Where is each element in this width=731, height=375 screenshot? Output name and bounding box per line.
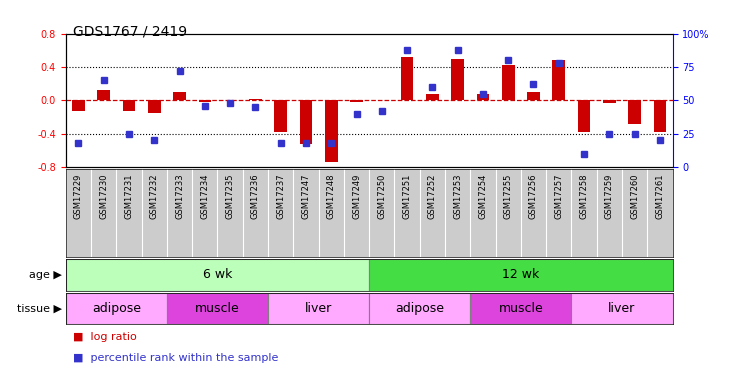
Text: GSM17229: GSM17229: [74, 173, 83, 219]
Text: tissue ▶: tissue ▶: [17, 303, 62, 313]
Bar: [572, 292, 673, 324]
Text: GSM17259: GSM17259: [605, 173, 614, 219]
Text: GSM17255: GSM17255: [504, 173, 512, 219]
Bar: [325, 100, 338, 162]
Bar: [66, 292, 167, 324]
Text: GSM17233: GSM17233: [175, 173, 184, 219]
Text: GSM17235: GSM17235: [226, 173, 235, 219]
Text: GSM17236: GSM17236: [251, 173, 260, 219]
Bar: [199, 100, 211, 102]
Text: age ▶: age ▶: [29, 270, 62, 280]
Text: GSM17231: GSM17231: [124, 173, 134, 219]
Bar: [300, 100, 312, 144]
Text: GSM17252: GSM17252: [428, 173, 437, 219]
Bar: [249, 99, 262, 100]
Bar: [654, 100, 666, 132]
Bar: [477, 94, 489, 100]
Text: GSM17256: GSM17256: [529, 173, 538, 219]
Bar: [123, 100, 135, 111]
Bar: [72, 100, 85, 111]
Text: GSM17251: GSM17251: [403, 173, 412, 219]
Bar: [173, 92, 186, 100]
Text: GSM17247: GSM17247: [301, 173, 311, 219]
Text: GSM17237: GSM17237: [276, 173, 285, 219]
Text: GSM17254: GSM17254: [478, 173, 488, 219]
Bar: [603, 100, 616, 103]
Bar: [369, 259, 673, 291]
Text: GSM17248: GSM17248: [327, 173, 336, 219]
Text: 6 wk: 6 wk: [202, 268, 232, 281]
Bar: [66, 259, 369, 291]
Bar: [451, 59, 464, 100]
Bar: [502, 64, 515, 101]
Text: adipose: adipose: [395, 302, 444, 315]
Text: GSM17257: GSM17257: [554, 173, 564, 219]
Bar: [426, 94, 439, 100]
Bar: [268, 292, 369, 324]
Text: GSM17232: GSM17232: [150, 173, 159, 219]
Text: GSM17250: GSM17250: [377, 173, 386, 219]
Text: ■  log ratio: ■ log ratio: [73, 333, 137, 342]
Bar: [577, 100, 591, 132]
Text: GSM17230: GSM17230: [99, 173, 108, 219]
Text: adipose: adipose: [92, 302, 141, 315]
Text: GSM17260: GSM17260: [630, 173, 639, 219]
Bar: [274, 100, 287, 132]
Bar: [553, 60, 565, 100]
Text: liver: liver: [305, 302, 332, 315]
Bar: [527, 92, 539, 100]
Bar: [628, 100, 641, 124]
Text: liver: liver: [608, 302, 635, 315]
Bar: [148, 100, 161, 113]
Text: 12 wk: 12 wk: [502, 268, 539, 281]
Text: muscle: muscle: [499, 302, 543, 315]
Bar: [401, 57, 414, 100]
Bar: [369, 292, 470, 324]
Bar: [167, 292, 268, 324]
Text: ■  percentile rank within the sample: ■ percentile rank within the sample: [73, 353, 279, 363]
Text: GSM17234: GSM17234: [200, 173, 209, 219]
Text: muscle: muscle: [195, 302, 240, 315]
Text: GSM17261: GSM17261: [656, 173, 664, 219]
Text: GSM17249: GSM17249: [352, 173, 361, 219]
Bar: [97, 90, 110, 101]
Bar: [470, 292, 572, 324]
Text: GSM17258: GSM17258: [580, 173, 588, 219]
Text: GSM17253: GSM17253: [453, 173, 462, 219]
Bar: [350, 100, 363, 102]
Text: GDS1767 / 2419: GDS1767 / 2419: [73, 24, 187, 38]
